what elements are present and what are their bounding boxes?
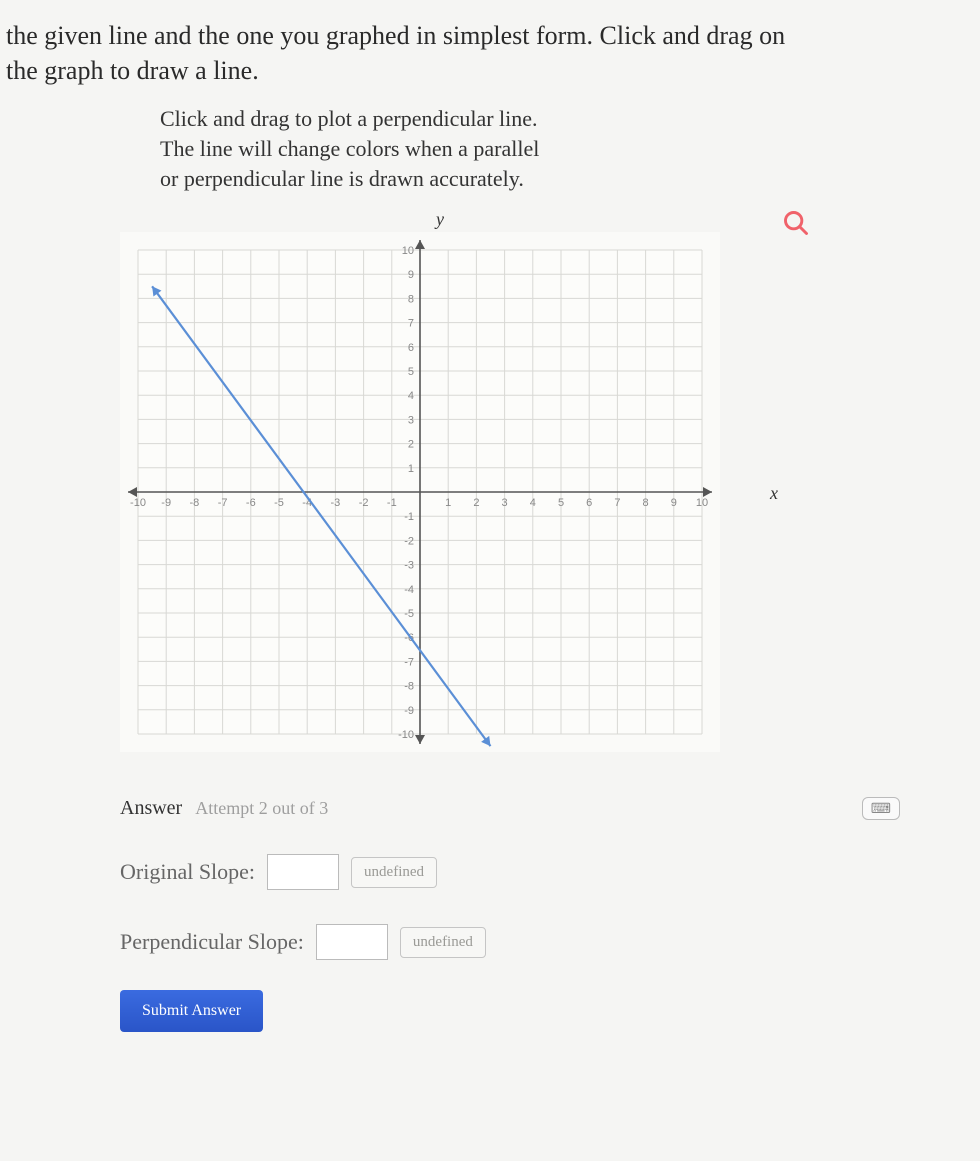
svg-text:-8: -8 bbox=[190, 497, 200, 509]
svg-text:7: 7 bbox=[408, 318, 414, 330]
perpendicular-slope-label: Perpendicular Slope: bbox=[120, 929, 304, 955]
graph-container: y -10-9-8-7-6-5-4-3-2-112345678910-10-9-… bbox=[120, 209, 760, 757]
page-root: the given line and the one you graphed i… bbox=[0, 0, 980, 1062]
original-slope-label: Original Slope: bbox=[120, 859, 255, 885]
svg-text:6: 6 bbox=[586, 497, 592, 509]
perpendicular-undefined-button[interactable]: undefined bbox=[400, 927, 486, 958]
graph-instructions: Click and drag to plot a perpendicular l… bbox=[0, 104, 720, 209]
svg-text:-3: -3 bbox=[331, 497, 341, 509]
keyboard-icon[interactable]: ⌨ bbox=[862, 797, 900, 820]
svg-text:-1: -1 bbox=[404, 511, 414, 523]
svg-text:4: 4 bbox=[408, 390, 414, 402]
answer-title-text: Answer bbox=[120, 797, 182, 819]
instruction-line1: Click and drag to plot a perpendicular l… bbox=[160, 106, 538, 131]
y-axis-label: y bbox=[120, 209, 760, 230]
svg-text:4: 4 bbox=[530, 497, 536, 509]
svg-text:-6: -6 bbox=[246, 497, 256, 509]
submit-button[interactable]: Submit Answer bbox=[120, 990, 263, 1032]
svg-text:-7: -7 bbox=[218, 497, 228, 509]
perpendicular-slope-input[interactable] bbox=[316, 924, 388, 960]
svg-text:-1: -1 bbox=[387, 497, 397, 509]
original-slope-row: Original Slope: undefined bbox=[120, 854, 980, 890]
question-text: the given line and the one you graphed i… bbox=[0, 10, 980, 104]
answer-heading: Answer Attempt 2 out of 3 bbox=[120, 797, 980, 820]
x-axis-label: x bbox=[770, 483, 778, 504]
svg-text:-10: -10 bbox=[398, 729, 414, 741]
svg-text:-3: -3 bbox=[404, 560, 414, 572]
question-line2: the graph to draw a line. bbox=[6, 56, 259, 85]
svg-text:1: 1 bbox=[408, 463, 414, 475]
svg-text:3: 3 bbox=[502, 497, 508, 509]
coordinate-graph[interactable]: -10 -9 -8 -7 -6 -5 -4 -3 -2 -1 1 2 3 4 5 6 7 8 9 10 -10 -9 -8 -… bbox=[120, 232, 720, 752]
svg-text:1: 1 bbox=[445, 497, 451, 509]
svg-text:-4: -4 bbox=[404, 584, 414, 596]
svg-text:5: 5 bbox=[408, 366, 414, 378]
answer-section: ⌨ Answer Attempt 2 out of 3 Original Slo… bbox=[0, 757, 980, 1032]
zoom-icon[interactable] bbox=[782, 209, 810, 242]
svg-text:10: 10 bbox=[402, 245, 414, 257]
question-line1: the given line and the one you graphed i… bbox=[6, 21, 785, 50]
svg-text:-7: -7 bbox=[404, 657, 414, 669]
svg-text:6: 6 bbox=[408, 342, 414, 354]
svg-text:5: 5 bbox=[558, 497, 564, 509]
svg-text:-9: -9 bbox=[161, 497, 171, 509]
svg-text:3: 3 bbox=[408, 415, 414, 427]
svg-text:-5: -5 bbox=[274, 497, 284, 509]
svg-text:-2: -2 bbox=[404, 536, 414, 548]
instruction-line3: or perpendicular line is drawn accuratel… bbox=[160, 166, 524, 191]
svg-text:-8: -8 bbox=[404, 681, 414, 693]
svg-text:9: 9 bbox=[408, 269, 414, 281]
perpendicular-slope-row: Perpendicular Slope: undefined bbox=[120, 924, 980, 960]
instruction-line2: The line will change colors when a paral… bbox=[160, 136, 539, 161]
svg-text:2: 2 bbox=[473, 497, 479, 509]
svg-text:8: 8 bbox=[643, 497, 649, 509]
svg-text:9: 9 bbox=[671, 497, 677, 509]
svg-text:2: 2 bbox=[408, 439, 414, 451]
svg-text:-2: -2 bbox=[359, 497, 369, 509]
svg-text:10: 10 bbox=[696, 497, 708, 509]
svg-text:-5: -5 bbox=[404, 608, 414, 620]
original-slope-input[interactable] bbox=[267, 854, 339, 890]
svg-text:-9: -9 bbox=[404, 705, 414, 717]
svg-text:7: 7 bbox=[614, 497, 620, 509]
original-undefined-button[interactable]: undefined bbox=[351, 857, 437, 888]
attempt-counter: Attempt 2 out of 3 bbox=[195, 798, 328, 818]
svg-text:8: 8 bbox=[408, 294, 414, 306]
svg-text:-10: -10 bbox=[130, 497, 146, 509]
